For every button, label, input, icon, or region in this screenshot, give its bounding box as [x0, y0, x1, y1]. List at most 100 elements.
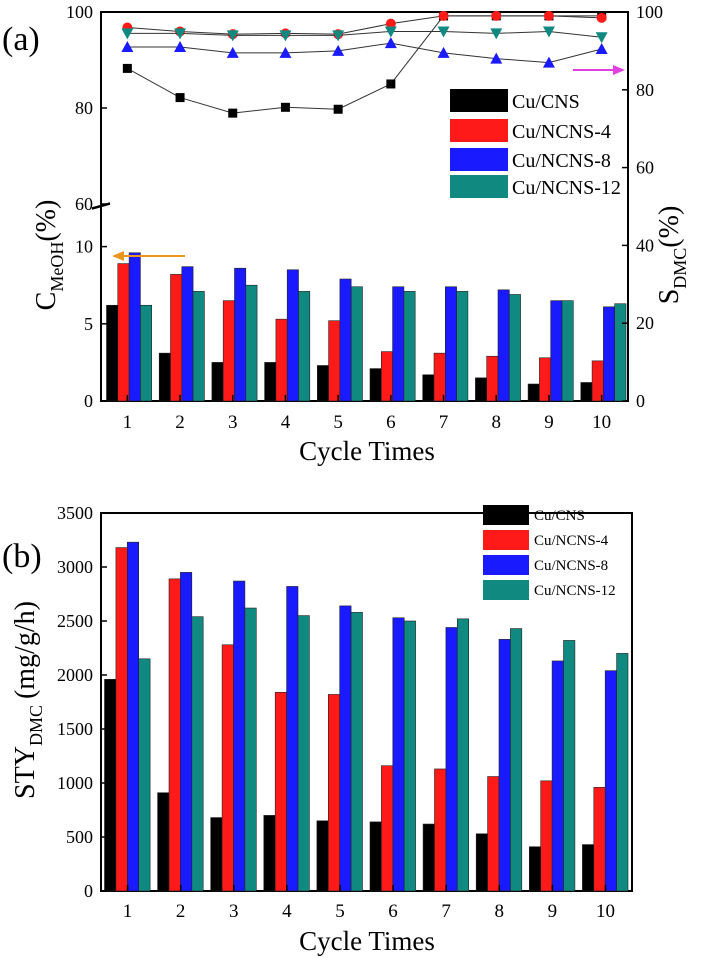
bar-b-cu-ncns-8-cycle-9 [551, 660, 564, 892]
marker-cu-ncns-8 [437, 46, 450, 58]
marker-cu-ncns-12 [490, 28, 503, 40]
bar-b-cu-ncns-12-cycle-5 [350, 612, 363, 892]
bar-b-cu-cns-cycle-5 [316, 820, 329, 892]
panel-a-right-ylabel-unit: (%) [654, 206, 685, 248]
bar-a-cu-ncns-12-cycle-7 [456, 291, 469, 402]
marker-cu-ncns-8 [279, 46, 292, 58]
y-tick-label: 1000 [57, 773, 93, 793]
x-tick-label: 4 [282, 901, 292, 922]
bar-a-cu-ncns-4-cycle-9 [539, 357, 552, 402]
x-tick-label: 2 [175, 412, 185, 433]
bar-b-cu-ncns-8-cycle-1 [127, 541, 140, 892]
bar-a-cu-ncns-4-cycle-8 [486, 355, 499, 402]
marker-cu-ncns-8 [226, 46, 239, 58]
y-tick-label: 2500 [57, 611, 93, 631]
bar-b-cu-ncns-12-cycle-3 [244, 607, 257, 892]
panel-b-plot-border [100, 512, 633, 892]
bar-a-cu-ncns-4-cycle-1 [117, 263, 130, 402]
panel-b-chart: (b) 1 2 3 4 5 6 7 8 9 10 0 500 1000 1500 2000 2500 3000 3… [2, 503, 633, 956]
marker-cu-ncns-12 [437, 26, 450, 38]
bar-a-cu-ncns-12-cycle-8 [508, 294, 521, 402]
marker-cu-cns [333, 104, 343, 114]
marker-cu-ncns-12 [121, 28, 134, 40]
marker-cu-ncns-12 [384, 26, 397, 38]
bar-a-cu-ncns-4-cycle-4 [275, 318, 288, 402]
x-tick-label: 3 [228, 412, 238, 433]
panel-a-xlabel: Cycle Times [299, 436, 435, 466]
bar-b-cu-ncns-12-cycle-1 [138, 658, 151, 892]
marker-cu-ncns-12 [542, 26, 555, 38]
left-tick-label: 80 [75, 98, 93, 118]
bar-a-cu-ncns-8-cycle-2 [181, 266, 194, 402]
y-tick-label: 500 [66, 827, 93, 847]
x-tick-label: 10 [596, 901, 615, 922]
bar-a-cu-ncns-4-cycle-10 [591, 360, 604, 402]
panel-a-left-ylabel-unit: (%) [31, 200, 62, 242]
x-tick-label: 3 [229, 901, 239, 922]
bar-a-cu-ncns-12-cycle-9 [561, 300, 574, 402]
line-cu-ncns-4 [127, 15, 602, 35]
bar-b-cu-cns-cycle-6 [369, 821, 382, 892]
bar-a-cu-ncns-12-cycle-6 [403, 291, 416, 402]
y-tick-label: 0 [84, 881, 93, 901]
legend-swatch-cu-ncns-12 [450, 175, 508, 198]
left-axis-arrow [112, 251, 185, 261]
bar-a-cu-ncns-12-cycle-10 [614, 303, 627, 402]
axis-break-mark [91, 203, 111, 210]
bar-a-cu-ncns-4-cycle-7 [433, 352, 446, 402]
legend-b-label-cu-ncns-8: Cu/NCNS-8 [534, 558, 608, 574]
bar-b-cu-cns-cycle-8 [475, 833, 488, 892]
marker-cu-ncns-4 [385, 18, 396, 29]
marker-cu-ncns-12 [332, 30, 345, 42]
svg-text:CMeOH(%): CMeOH(%) [31, 200, 67, 311]
x-tick-label: 9 [548, 901, 558, 922]
bar-a-cu-ncns-12-cycle-3 [245, 284, 258, 402]
x-tick-label: 7 [439, 412, 449, 433]
legend-b-label-cu-cns: Cu/CNS [534, 508, 585, 524]
panel-b-ticks: 1 2 3 4 5 6 7 8 9 10 0 500 1000 1500 2000 2500 3000 3500 [57, 503, 615, 922]
bar-a-cu-ncns-12-cycle-5 [350, 286, 363, 402]
panel-a-label: (a) [2, 21, 40, 58]
x-tick-label: 1 [123, 901, 133, 922]
bar-b-cu-cns-cycle-7 [422, 823, 435, 892]
x-tick-label: 6 [388, 901, 398, 922]
bar-a-cu-cns-cycle-9 [527, 383, 540, 402]
marker-cu-ncns-8 [595, 42, 608, 54]
bar-a-cu-ncns-8-cycle-10 [603, 306, 616, 402]
bar-a-cu-cns-cycle-10 [580, 382, 593, 402]
panel-a-right-ylabel-sub: DMC [670, 248, 690, 289]
marker-cu-cns [280, 102, 290, 112]
bar-b-cu-ncns-8-cycle-3 [233, 580, 246, 892]
svg-text:SDMC(%): SDMC(%) [654, 206, 690, 305]
bar-a-cu-cns-cycle-4 [264, 362, 277, 402]
bar-b-cu-ncns-8-cycle-6 [392, 617, 405, 892]
marker-cu-cns [386, 79, 396, 89]
legend-label-cu-cns: Cu/CNS [512, 91, 580, 113]
legend-b-label-cu-ncns-4: Cu/NCNS-4 [534, 533, 609, 549]
panel-b-axes-frame [100, 512, 633, 892]
x-tick-label: 7 [441, 901, 451, 922]
bar-b-cu-ncns-8-cycle-8 [498, 639, 511, 892]
bar-b-cu-ncns-12-cycle-2 [191, 616, 204, 892]
marker-cu-ncns-4 [491, 10, 502, 21]
left-tick-label: 5 [84, 314, 93, 334]
marker-cu-ncns-12 [226, 30, 239, 42]
bar-b-cu-cns-cycle-1 [104, 679, 117, 892]
panel-a-left-ylabel-sub: MeOH [47, 242, 67, 292]
marker-cu-cns [228, 108, 238, 118]
left-tick-label: 10 [75, 237, 93, 257]
legend-label-cu-ncns-12: Cu/NCNS-12 [512, 177, 621, 199]
bar-b-cu-ncns-12-cycle-8 [510, 628, 523, 892]
bar-a-cu-cns-cycle-5 [316, 365, 329, 402]
right-tick-label: 40 [636, 235, 654, 255]
marker-cu-ncns-4 [596, 12, 607, 23]
left-tick-label: 0 [84, 391, 93, 411]
left-tick-label: 100 [66, 2, 93, 22]
panel-b-legend: Cu/CNS Cu/NCNS-4 Cu/NCNS-8 Cu/NCNS-12 [483, 505, 616, 600]
panel-b-ylabel-main: STY [10, 746, 41, 799]
legend-label-cu-ncns-8: Cu/NCNS-8 [512, 150, 611, 172]
panel-a-right-ylabel-main: S [654, 289, 685, 305]
bar-a-cu-ncns-12-cycle-2 [192, 291, 205, 402]
legend-b-swatch-cu-ncns-4 [483, 530, 529, 550]
